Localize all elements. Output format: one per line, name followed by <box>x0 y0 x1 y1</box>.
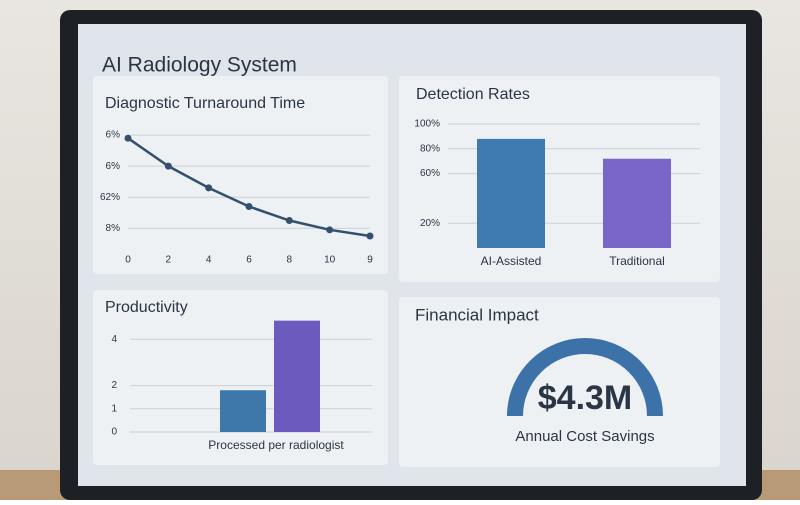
y-tick-label: 1 <box>111 403 117 414</box>
x-tick-label: 8 <box>287 255 293 266</box>
x-tick-label: 10 <box>324 255 336 266</box>
point <box>124 134 132 142</box>
x-tick-label: 9 <box>367 255 373 266</box>
point <box>245 203 253 211</box>
point <box>164 162 172 170</box>
bar <box>603 158 671 248</box>
point <box>285 217 293 224</box>
panel-title: Detection Rates <box>416 86 530 103</box>
y-tick-label: 62% <box>100 192 120 203</box>
panel-title: Financial Impact <box>415 305 539 324</box>
y-tick-label: 6% <box>106 130 121 141</box>
panel-title: Productivity <box>105 299 188 316</box>
y-tick-label: 0 <box>111 427 117 438</box>
x-axis-label: Processed per radiologist <box>208 438 344 452</box>
y-tick-label: 20% <box>420 218 440 229</box>
y-tick-label: 80% <box>420 143 440 154</box>
point <box>205 184 213 192</box>
panel <box>93 76 388 274</box>
point <box>366 232 374 240</box>
financial-caption: Annual Cost Savings <box>515 428 654 445</box>
financial-value: $4.3M <box>538 379 633 417</box>
y-tick-label: 100% <box>414 119 440 130</box>
y-tick-label: 6% <box>106 161 121 172</box>
dashboard-title: AI Radiology System <box>102 54 297 77</box>
y-tick-label: 4 <box>111 334 117 345</box>
panel-title: Diagnostic Turnaround Time <box>105 95 305 112</box>
bar <box>274 320 320 432</box>
x-tick-label: 6 <box>246 255 252 266</box>
bar <box>220 390 266 432</box>
x-tick-label: 0 <box>125 255 131 266</box>
y-tick-label: 60% <box>420 168 440 179</box>
y-tick-label: 8% <box>106 223 121 234</box>
point <box>326 226 334 234</box>
x-tick-label: Traditional <box>609 254 665 268</box>
x-tick-label: 4 <box>206 255 212 266</box>
y-tick-label: 2 <box>111 380 117 391</box>
gauge-arc <box>507 338 663 417</box>
panel <box>399 76 720 282</box>
panel <box>399 297 720 467</box>
x-tick-label: AI-Assisted <box>481 254 542 268</box>
bar <box>477 138 545 248</box>
x-tick-label: 2 <box>166 255 172 266</box>
